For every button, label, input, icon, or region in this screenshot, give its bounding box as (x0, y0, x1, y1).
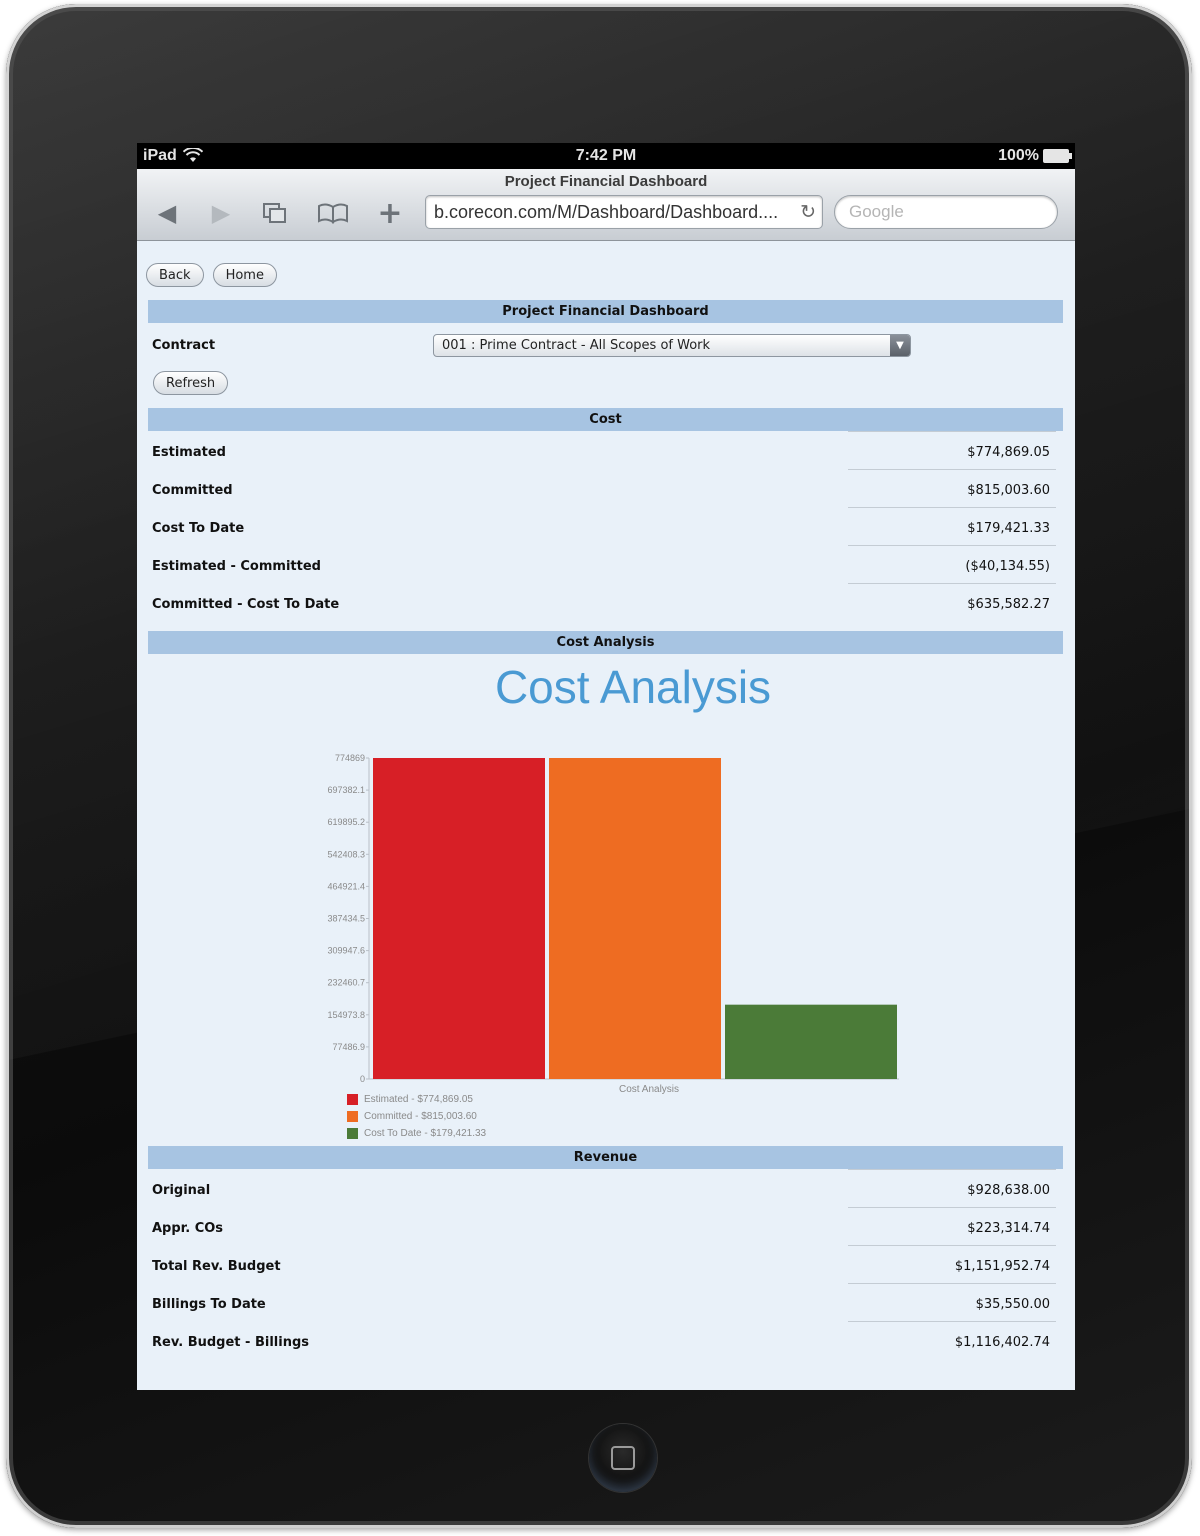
status-bar: iPad 7:42 PM 100% (137, 143, 1075, 169)
row-label: Committed (152, 483, 233, 498)
row-label: Estimated - Committed (152, 559, 321, 574)
contract-select-value: 001 : Prime Contract - All Scopes of Wor… (442, 338, 711, 353)
legend-label: Committed - $815,003.60 (364, 1111, 477, 1122)
browser-page-title: Project Financial Dashboard (504, 173, 708, 190)
row-value: $35,550.00 (975, 1297, 1050, 1312)
legend-item: Cost To Date - $179,421.33 (347, 1125, 486, 1142)
chart-legend: Estimated - $774,869.05 Committed - $815,… (347, 1091, 486, 1142)
tabs-icon[interactable] (257, 199, 293, 227)
legend-item: Estimated - $774,869.05 (347, 1091, 486, 1108)
row-value: ($40,134.55) (965, 559, 1050, 574)
add-bookmark-icon[interactable]: + (377, 195, 403, 231)
table-row: Billings To Date $35,550.00 (148, 1283, 1064, 1321)
row-label: Cost To Date (152, 521, 245, 536)
table-row: Total Rev. Budget $1,151,952.74 (148, 1245, 1064, 1283)
table-row: Estimated - Committed ($40,134.55) (148, 545, 1064, 583)
legend-swatch (347, 1128, 358, 1139)
table-row: Committed - Cost To Date $635,582.27 (148, 583, 1064, 621)
cost-header: Cost (148, 408, 1063, 431)
home-square-icon (611, 1446, 635, 1470)
table-row: Rev. Budget - Billings $1,116,402.74 (148, 1321, 1064, 1359)
revenue-header: Revenue (148, 1146, 1063, 1169)
revenue-table: Original $928,638.00 Appr. COs $223,314.… (148, 1169, 1064, 1359)
legend-swatch (347, 1111, 358, 1122)
row-label: Committed - Cost To Date (152, 597, 340, 612)
x-axis-label: Cost Analysis (619, 1084, 679, 1095)
row-value: $179,421.33 (967, 521, 1050, 536)
device-name: iPad (143, 147, 177, 164)
dropdown-arrow-icon: ▼ (890, 335, 910, 356)
row-value: $635,582.27 (967, 597, 1050, 612)
row-value: $1,116,402.74 (954, 1335, 1050, 1350)
battery-percent: 100% (998, 147, 1039, 164)
y-tick-label: 154973.8 (327, 1010, 365, 1020)
legend-item: Committed - $815,003.60 (347, 1108, 486, 1125)
dashboard-header: Project Financial Dashboard (148, 300, 1063, 323)
safari-toolbar: Project Financial Dashboard ◀ ▶ + b.core… (137, 169, 1075, 241)
table-row: Appr. COs $223,314.74 (148, 1207, 1064, 1245)
row-value: $815,003.60 (967, 483, 1050, 498)
bar (725, 1004, 897, 1079)
cost-analysis-header: Cost Analysis (148, 631, 1063, 654)
legend-label: Estimated - $774,869.05 (364, 1094, 473, 1105)
screen: iPad 7:42 PM 100% Project Financial Dash… (137, 143, 1075, 1390)
page-content: Back Home Project Financial Dashboard Co… (137, 241, 1075, 1359)
search-input[interactable]: Google (834, 195, 1058, 229)
bar (549, 758, 721, 1079)
row-value: $223,314.74 (967, 1221, 1050, 1236)
wifi-icon (182, 148, 203, 162)
y-tick-label: 387434.5 (327, 914, 365, 924)
reload-icon[interactable]: ↻ (800, 202, 816, 223)
row-value: $774,869.05 (967, 445, 1050, 460)
home-hardware-button[interactable] (589, 1424, 657, 1492)
row-label: Original (152, 1183, 211, 1198)
bar (373, 758, 545, 1079)
contract-label: Contract (152, 338, 216, 353)
row-value: $1,151,952.74 (954, 1259, 1050, 1274)
cost-analysis-chart: Cost Analysis 0 77486.9 154973.8 232460.7 30… (148, 654, 1063, 1146)
row-label: Appr. COs (152, 1221, 224, 1236)
y-tick-label: 619895.2 (327, 817, 365, 827)
table-row: Committed $815,003.60 (148, 469, 1064, 507)
row-label: Estimated (152, 445, 226, 460)
row-label: Total Rev. Budget (152, 1259, 281, 1274)
row-label: Billings To Date (152, 1297, 266, 1312)
browser-forward-icon[interactable]: ▶ (211, 199, 231, 227)
browser-back-icon[interactable]: ◀ (157, 199, 177, 227)
url-field[interactable]: b.corecon.com/M/Dashboard/Dashboard.... … (425, 195, 823, 229)
url-text: b.corecon.com/M/Dashboard/Dashboard.... (434, 201, 779, 222)
chart-title: Cost Analysis (494, 661, 772, 713)
row-value: $928,638.00 (967, 1183, 1050, 1198)
cost-table: Estimated $774,869.05 Committed $815,003… (148, 431, 1064, 621)
y-tick-label: 464921.4 (327, 881, 365, 891)
contract-row: Contract 001 : Prime Contract - All Scop… (148, 323, 1064, 371)
bookmarks-icon[interactable] (315, 199, 351, 227)
back-button[interactable]: Back (146, 263, 204, 287)
home-button[interactable]: Home (212, 263, 277, 287)
y-tick-label: 0 (360, 1074, 365, 1084)
refresh-button[interactable]: Refresh (153, 371, 229, 395)
y-tick-label: 77486.9 (332, 1042, 365, 1052)
table-row: Estimated $774,869.05 (148, 431, 1064, 469)
table-row: Original $928,638.00 (148, 1169, 1064, 1207)
y-tick-label: 774869 (335, 753, 365, 763)
contract-select[interactable]: 001 : Prime Contract - All Scopes of Wor… (433, 334, 911, 357)
y-tick-label: 309947.6 (327, 946, 365, 956)
table-row: Cost To Date $179,421.33 (148, 507, 1064, 545)
chart-canvas: 0 77486.9 154973.8 232460.7 309947.6 387434.5… (327, 753, 899, 1095)
legend-swatch (347, 1094, 358, 1105)
row-label: Rev. Budget - Billings (152, 1335, 309, 1350)
battery-icon (1043, 149, 1072, 163)
y-tick-label: 232460.7 (327, 978, 365, 988)
y-tick-label: 697382.1 (327, 785, 365, 795)
clock: 7:42 PM (575, 147, 637, 164)
legend-label: Cost To Date - $179,421.33 (364, 1128, 487, 1139)
y-tick-label: 542408.3 (327, 849, 365, 859)
